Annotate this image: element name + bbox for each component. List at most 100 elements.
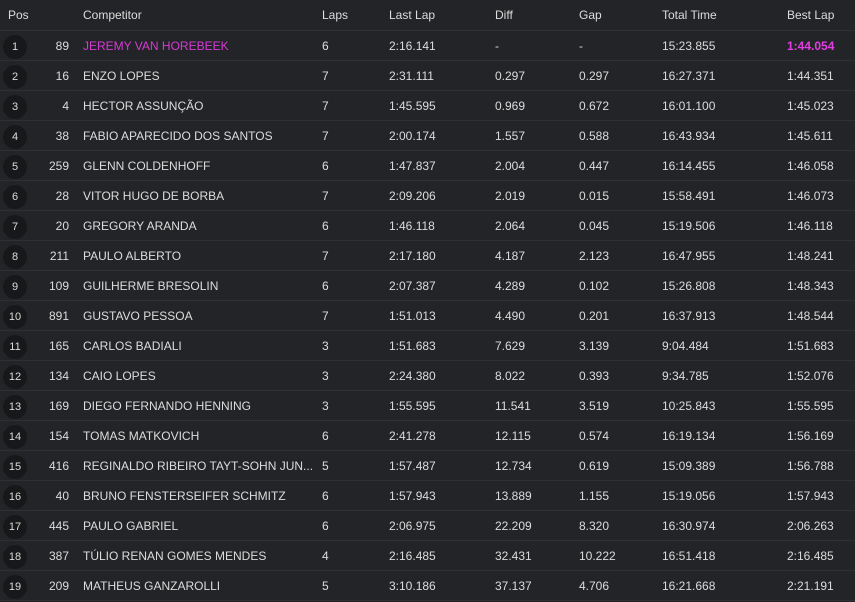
competitor: CAIO LOPES — [83, 369, 156, 383]
last-lap: 2:00.174 — [389, 129, 436, 143]
position-badge: 11 — [3, 335, 27, 359]
total-time: 15:19.506 — [662, 219, 716, 233]
last-lap: 2:17.180 — [389, 249, 436, 263]
position-badge: 15 — [3, 455, 27, 479]
diff: 0.969 — [495, 99, 526, 113]
total-time: 16:37.913 — [662, 309, 716, 323]
last-lap: 2:31.111 — [389, 69, 434, 83]
result-row: 2 16 ENZO LOPES 7 2:31.111 0.297 0.297 16:27.37… — [0, 61, 855, 91]
rider-number: 416 — [48, 459, 69, 473]
last-lap: 2:06.975 — [389, 519, 436, 533]
rider-number: 209 — [48, 579, 69, 593]
best-lap: 1:51.683 — [787, 339, 834, 353]
diff: 2.019 — [495, 189, 526, 203]
diff: 4.490 — [495, 309, 526, 323]
last-lap: 2:24.380 — [389, 369, 436, 383]
best-lap: 1:45.611 — [787, 129, 833, 143]
competitor: GREGORY ARANDA — [83, 219, 197, 233]
last-lap: 2:16.485 — [389, 549, 436, 563]
best-lap: 1:55.595 — [787, 399, 834, 413]
laps: 7 — [322, 189, 329, 203]
last-lap: 2:07.387 — [389, 279, 436, 293]
best-lap: 1:56.788 — [787, 459, 834, 473]
laps: 7 — [322, 309, 329, 323]
competitor: TÚLIO RENAN GOMES MENDES — [83, 549, 267, 563]
column-header: Laps — [322, 8, 349, 22]
last-lap: 1:46.118 — [389, 219, 435, 233]
total-time: 16:43.934 — [662, 129, 716, 143]
best-lap: 1:44.351 — [787, 69, 834, 83]
position-badge: 4 — [3, 125, 27, 149]
total-time: 15:26.808 — [662, 279, 716, 293]
diff: 11.541 — [495, 399, 531, 413]
rider-number: 154 — [48, 429, 69, 443]
result-row: 15 416 REGINALDO RIBEIRO TAYT-SOHN JUN... 5… — [0, 451, 855, 481]
gap: 0.201 — [579, 309, 610, 323]
diff: 4.187 — [495, 249, 526, 263]
diff: 37.137 — [495, 579, 532, 593]
result-row: 19 209 MATHEUS GANZAROLLI 5 3:10.186 37.137 4.… — [0, 571, 855, 601]
rider-number: 259 — [48, 159, 69, 173]
rider-number: 109 — [48, 279, 69, 293]
last-lap: 1:57.943 — [389, 489, 436, 503]
laps: 5 — [322, 579, 329, 593]
laps: 6 — [322, 429, 329, 443]
best-lap: 1:56.169 — [787, 429, 834, 443]
best-lap: 1:48.241 — [787, 249, 834, 263]
position-badge: 7 — [3, 215, 27, 239]
laps: 6 — [322, 219, 329, 233]
gap: 0.588 — [579, 129, 610, 143]
gap: - — [579, 39, 583, 53]
rider-number: 169 — [48, 399, 69, 413]
total-time: 16:14.455 — [662, 159, 716, 173]
best-lap: 2:21.191 — [787, 579, 834, 593]
gap: 2.123 — [579, 249, 610, 263]
competitor: BRUNO FENSTERSEIFER SCHMITZ — [83, 489, 286, 503]
laps: 7 — [322, 99, 329, 113]
competitor: GUILHERME BRESOLIN — [83, 279, 219, 293]
rider-number: 445 — [48, 519, 69, 533]
diff: 7.629 — [495, 339, 526, 353]
result-row: 7 20 GREGORY ARANDA 6 1:46.118 2.064 0.045 15:1… — [0, 211, 855, 241]
rider-number: 89 — [55, 39, 69, 53]
result-row: 11 165 CARLOS BADIALI 3 1:51.683 7.629 3.139 9:… — [0, 331, 855, 361]
total-time: 16:19.134 — [662, 429, 716, 443]
last-lap: 1:51.013 — [389, 309, 436, 323]
competitor: ENZO LOPES — [83, 69, 160, 83]
rider-number: 4 — [62, 99, 69, 113]
laps: 6 — [322, 39, 329, 53]
total-time: 15:58.491 — [662, 189, 716, 203]
best-lap: 1:45.023 — [787, 99, 834, 113]
rider-number: 28 — [55, 189, 69, 203]
best-lap: 1:48.343 — [787, 279, 834, 293]
competitor: PAULO ALBERTO — [83, 249, 182, 263]
header-row: Pos Competitor Laps Last Lap Diff Gap Total Ti… — [0, 0, 855, 31]
diff: 22.209 — [495, 519, 532, 533]
gap: 3.519 — [579, 399, 610, 413]
gap: 0.447 — [579, 159, 610, 173]
total-time: 16:51.418 — [662, 549, 716, 563]
rider-number: 387 — [48, 549, 69, 563]
column-header: Last Lap — [389, 8, 436, 22]
column-header: Best Lap — [787, 8, 835, 22]
gap: 3.139 — [579, 339, 610, 353]
rider-number: 165 — [48, 339, 69, 353]
result-row: 16 40 BRUNO FENSTERSEIFER SCHMITZ 6 1:57.943… — [0, 481, 855, 511]
gap: 0.297 — [579, 69, 610, 83]
diff: 12.115 — [495, 429, 531, 443]
gap: 0.393 — [579, 369, 610, 383]
laps: 3 — [322, 339, 329, 353]
gap: 10.222 — [579, 549, 616, 563]
laps: 7 — [322, 129, 329, 143]
total-time: 9:04.484 — [662, 339, 709, 353]
result-row: 8 211 PAULO ALBERTO 7 2:17.180 4.187 2.123 16:4… — [0, 241, 855, 271]
last-lap: 3:10.186 — [389, 579, 436, 593]
laps: 3 — [322, 399, 329, 413]
gap: 0.619 — [579, 459, 610, 473]
position-badge: 9 — [3, 275, 27, 299]
position-badge: 5 — [3, 155, 27, 179]
rider-number: 134 — [48, 369, 69, 383]
diff: 2.004 — [495, 159, 526, 173]
laps: 6 — [322, 489, 329, 503]
last-lap: 1:45.595 — [389, 99, 436, 113]
